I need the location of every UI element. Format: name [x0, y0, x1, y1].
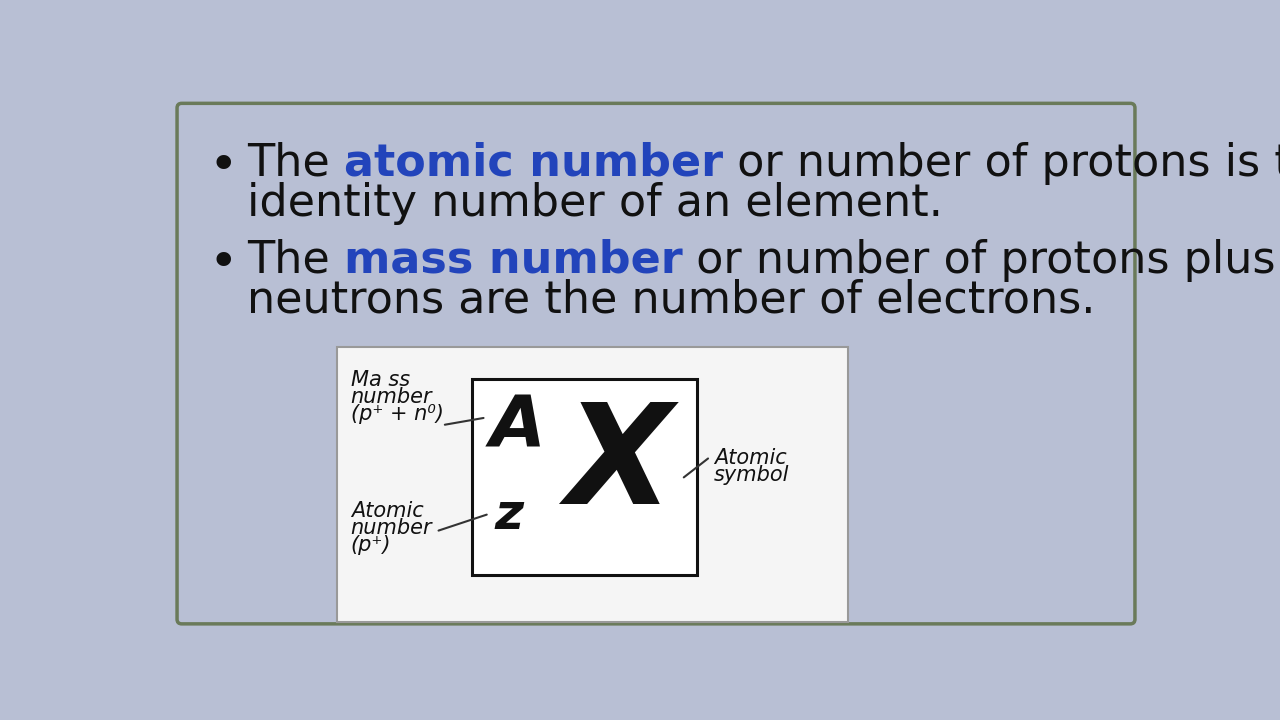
- Text: z: z: [494, 490, 524, 539]
- Bar: [472, 379, 698, 575]
- Text: (p⁺ + n⁰): (p⁺ + n⁰): [351, 404, 444, 423]
- Text: The: The: [247, 239, 343, 282]
- Text: (p⁺): (p⁺): [351, 534, 392, 554]
- Text: Ma ss: Ma ss: [351, 370, 410, 390]
- Text: The: The: [247, 142, 343, 185]
- Text: •: •: [209, 239, 238, 287]
- Text: atomic number: atomic number: [343, 142, 723, 185]
- Text: neutrons are the number of electrons.: neutrons are the number of electrons.: [247, 279, 1096, 322]
- Text: or number of protons plus: or number of protons plus: [682, 239, 1276, 282]
- Text: A: A: [489, 393, 545, 462]
- Text: •: •: [209, 142, 238, 190]
- Text: X: X: [566, 398, 672, 534]
- Text: identity number of an element.: identity number of an element.: [247, 182, 942, 225]
- Text: symbol: symbol: [714, 465, 790, 485]
- Text: or number of protons is the: or number of protons is the: [723, 142, 1280, 185]
- Text: number: number: [351, 387, 433, 407]
- Text: Atomic: Atomic: [351, 500, 424, 521]
- Text: Atomic: Atomic: [714, 449, 787, 468]
- Bar: [337, 346, 849, 622]
- Text: number: number: [351, 518, 433, 538]
- Text: mass number: mass number: [343, 239, 682, 282]
- FancyBboxPatch shape: [177, 104, 1135, 624]
